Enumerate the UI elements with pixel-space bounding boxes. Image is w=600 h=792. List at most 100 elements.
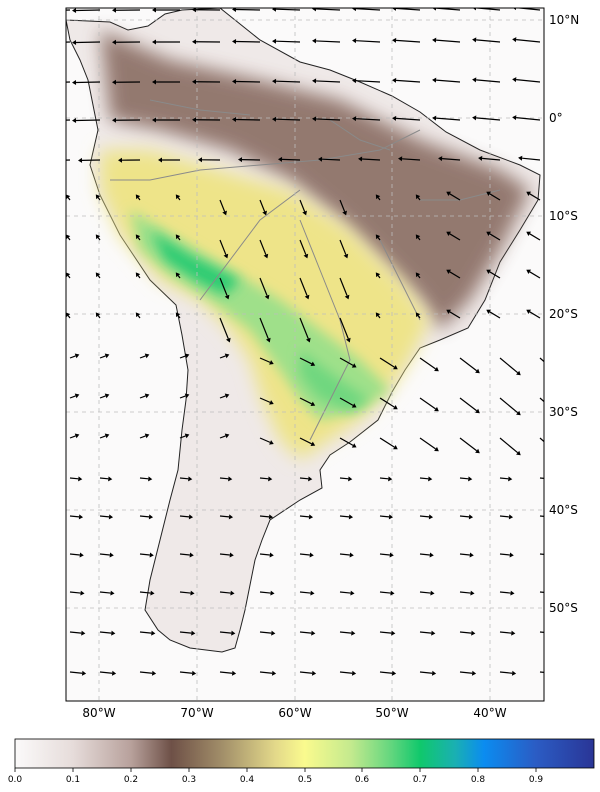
wind-arrow-shaft — [499, 357, 519, 374]
wind-arrow-shaft — [419, 671, 433, 674]
wind-arrow-head — [351, 363, 357, 368]
wind-arrow-shaft — [66, 159, 71, 161]
wind-arrow-head — [232, 78, 237, 84]
wind-arrow-shaft — [235, 80, 261, 83]
wind-arrow-shaft — [489, 193, 501, 201]
wind-arrow-head — [343, 253, 349, 259]
wind-arrow-head — [78, 476, 83, 482]
lat-label-10s: 10°S — [549, 209, 578, 223]
wind-arrow-head — [118, 157, 123, 163]
wind-arrow-head — [511, 670, 517, 676]
wind-arrow-head — [104, 353, 110, 359]
wind-arrow-head — [135, 272, 141, 278]
wind-arrow-shaft — [401, 158, 421, 161]
wind-arrow-head — [351, 443, 357, 448]
wind-arrow-head — [268, 514, 274, 520]
lat-label-0: 0° — [549, 111, 563, 125]
wind-arrow-shaft — [315, 118, 341, 121]
wind-arrow-shaft — [417, 315, 421, 319]
colorbar: 0.0 0.1 0.2 0.3 0.4 0.5 0.6 0.7 0.8 0.9 — [8, 738, 595, 785]
wind-arrow-head — [475, 408, 480, 414]
wind-arrow-head — [111, 670, 117, 676]
wind-arrow-shaft — [539, 477, 544, 480]
wind-arrow-head — [272, 78, 277, 84]
wind-arrow-shaft — [259, 631, 272, 634]
wind-arrow-shaft — [379, 631, 392, 634]
wind-arrow-head — [351, 403, 357, 408]
wind-arrow-head — [66, 234, 71, 240]
wind-arrow-head — [42, 8, 46, 13]
wind-arrow-head — [228, 476, 233, 482]
wind-arrow-shaft — [259, 357, 271, 363]
wind-arrow-head — [350, 590, 355, 596]
wind-arrow-head — [79, 552, 84, 558]
wind-arrow-shaft — [219, 239, 227, 255]
colorbar-tick-4: 0.4 — [240, 775, 255, 785]
wind-arrow-shaft — [219, 277, 228, 296]
wind-arrow-shaft — [417, 237, 421, 241]
wind-arrow-shaft — [97, 275, 101, 279]
colorbar-tick-5: 0.5 — [298, 775, 312, 785]
lat-label-20s: 20°S — [549, 307, 578, 321]
wind-arrow-head — [468, 514, 474, 520]
wind-arrow-head — [135, 234, 141, 240]
wind-arrow-head — [78, 157, 83, 163]
wind-arrow-shaft — [281, 158, 301, 161]
wind-arrow-head — [348, 514, 354, 520]
wind-arrow-shaft — [522, 157, 541, 161]
wind-arrow-head — [352, 116, 357, 122]
wind-arrow-head — [304, 294, 310, 300]
wind-arrow-head — [352, 8, 357, 12]
wind-arrow-head — [232, 8, 237, 12]
wind-arrow-shaft — [219, 395, 226, 399]
wind-arrow-shaft — [361, 158, 381, 161]
wind-arrow-head — [191, 630, 196, 636]
wind-arrow-head — [512, 115, 517, 121]
wind-arrow-head — [478, 155, 483, 161]
wind-arrow-head — [108, 476, 113, 482]
wind-arrow-head — [550, 552, 554, 557]
wind-arrow-shaft — [99, 631, 112, 634]
wind-arrow-head — [224, 393, 230, 399]
wind-arrow-shaft — [259, 591, 271, 594]
wind-arrow-shaft — [69, 355, 76, 359]
wind-arrow-head — [222, 210, 227, 216]
wind-arrow-head — [431, 630, 436, 636]
wind-arrow-head — [548, 476, 552, 481]
wind-arrow-head — [415, 312, 421, 318]
wind-arrow-head — [432, 77, 437, 83]
wind-arrow-shaft — [219, 515, 230, 518]
wind-arrow-head — [513, 8, 517, 11]
wind-arrow-shaft — [339, 515, 350, 518]
colorbar-ticks — [14, 768, 537, 772]
map-frame-border — [65, 7, 545, 702]
wind-arrow-shaft — [379, 397, 395, 408]
wind-arrow-head — [311, 670, 317, 676]
lon-label-60w: 60°W — [278, 706, 311, 720]
wind-arrow-shaft — [259, 477, 269, 480]
wind-arrow-shaft — [449, 311, 461, 319]
wind-arrow-shaft — [459, 671, 473, 674]
wind-arrow-head — [352, 78, 357, 84]
wind-arrow-head — [469, 552, 474, 558]
wind-arrow-head — [550, 591, 554, 596]
wind-arrow-shaft — [75, 41, 101, 44]
wind-arrow-shaft — [339, 199, 346, 212]
wind-arrow-shaft — [69, 515, 80, 518]
wind-arrow-head — [238, 157, 243, 163]
wind-arrow-shaft — [179, 355, 186, 359]
wind-arrow-shaft — [539, 357, 544, 363]
wind-arrow-head — [66, 194, 71, 200]
wind-arrow-head — [431, 670, 437, 676]
wind-arrow-head — [392, 8, 397, 11]
wind-arrow-shaft — [99, 515, 110, 518]
wind-arrow-head — [42, 118, 46, 123]
wind-arrow-shaft — [259, 553, 270, 556]
wind-arrow-shaft — [499, 515, 510, 518]
wind-arrow-head — [112, 39, 117, 45]
wind-arrow-head — [144, 393, 150, 399]
wind-arrow-shaft — [379, 553, 390, 556]
wind-arrow-head — [486, 191, 491, 196]
wind-arrow-head — [148, 476, 153, 482]
wind-arrow-head — [305, 337, 311, 343]
